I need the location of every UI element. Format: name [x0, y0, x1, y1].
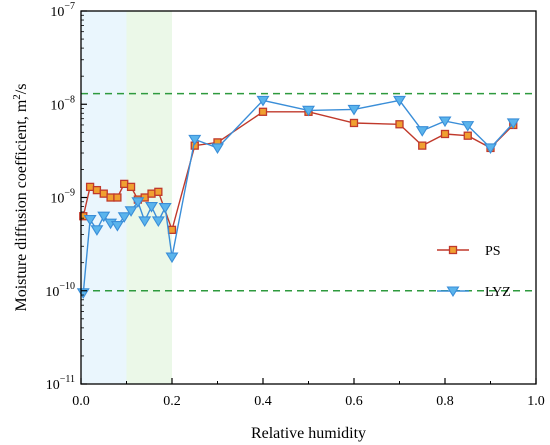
x-tick-label: 0.8: [436, 394, 454, 409]
x-tick-label: 0.4: [254, 394, 272, 409]
data-point-ps: [395, 120, 404, 129]
data-point-lyz: [438, 116, 452, 128]
data-point-ps: [85, 182, 95, 192]
x-tick-label: 0.6: [345, 394, 363, 409]
data-point-lyz: [415, 126, 429, 137]
y-tick-label: 10−7: [50, 1, 75, 20]
legend-label-lyz: LYZ: [485, 285, 511, 300]
legend: PS LYZ: [437, 244, 511, 300]
data-point-lyz: [165, 252, 179, 264]
data-point-ps: [106, 193, 115, 202]
data-point-lyz: [302, 105, 315, 117]
data-point-ps: [92, 185, 102, 195]
data-point-lyz: [131, 197, 145, 208]
data-point-lyz: [211, 143, 224, 154]
plot-frame: [80, 10, 537, 385]
data-point-lyz: [110, 221, 124, 232]
reference-lines: [81, 92, 536, 292]
data-point-ps: [418, 141, 427, 150]
data-point-lyz: [138, 216, 152, 228]
y-axis-title-tail: /s: [13, 84, 30, 95]
data-point-ps: [99, 189, 108, 198]
data-point-lyz: [158, 203, 172, 214]
x-tick-label: 1.0: [527, 394, 545, 409]
x-tick-label: 0.0: [72, 394, 90, 409]
data-point-ps: [463, 131, 472, 140]
data-point-lyz: [188, 134, 202, 146]
y-axis-title-superscript: 2: [11, 94, 23, 100]
legend-marker-lyz: [446, 286, 460, 298]
data-point-ps: [258, 107, 268, 116]
y-tick-label: 10−8: [50, 94, 75, 113]
series-layer: [76, 95, 520, 299]
data-point-lyz: [90, 225, 104, 236]
data-point-lyz: [484, 143, 497, 154]
data-point-ps: [113, 193, 122, 202]
data-point-ps: [154, 187, 163, 196]
data-point-ps: [349, 118, 359, 128]
data-point-lyz: [393, 95, 406, 107]
data-point-lyz: [117, 212, 131, 223]
x-axis-title: Relative humidity: [251, 425, 366, 442]
data-point-lyz: [256, 95, 270, 107]
data-point-ps: [440, 129, 450, 139]
legend-marker-ps: [448, 245, 458, 255]
y-tick-label: 10−9: [50, 188, 75, 207]
data-point-lyz: [461, 121, 475, 132]
data-point-lyz: [506, 118, 520, 130]
data-point-lyz: [83, 215, 97, 226]
y-axis-title: Moisture diffusion coefficient, m2/s: [11, 84, 30, 312]
data-point-lyz: [145, 201, 159, 213]
series-ps: [79, 107, 518, 234]
data-point-lyz: [151, 216, 165, 228]
data-point-lyz: [124, 206, 138, 217]
data-point-ps: [147, 189, 156, 198]
x-tick-label: 0.2: [163, 394, 181, 409]
data-point-ps: [120, 179, 129, 189]
y-tick-label: 10−10: [45, 281, 75, 300]
data-point-lyz: [97, 211, 111, 223]
y-axis-title-main: Moisture diffusion coefficient, m: [13, 99, 30, 311]
data-point-ps: [126, 182, 136, 192]
data-point-lyz: [347, 104, 361, 116]
y-tick-label: 10−11: [46, 374, 75, 393]
humidity-bands: [81, 11, 172, 384]
legend-label-ps: PS: [485, 244, 501, 259]
data-point-ps: [167, 225, 177, 234]
